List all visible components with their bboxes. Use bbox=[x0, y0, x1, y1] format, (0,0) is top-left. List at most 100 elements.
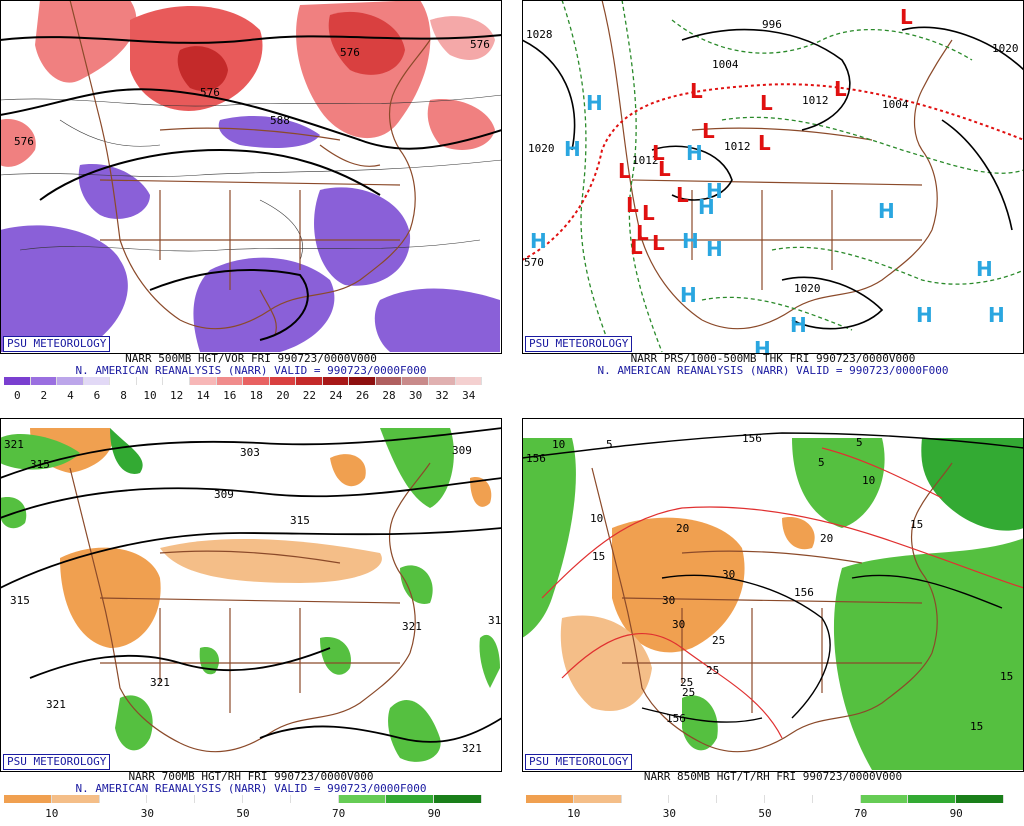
colorbar-labels: 10 30 50 70 90 bbox=[526, 807, 1004, 820]
p2-contour-label: 1004 bbox=[882, 98, 909, 111]
colorbar-label: 4 bbox=[67, 389, 74, 402]
high-symbol: H bbox=[586, 91, 603, 115]
panel-700mb-hgt-rh: 321 315 303 309 315 309 315 321 321 321 … bbox=[0, 418, 502, 826]
p3-contour-label: 303 bbox=[240, 446, 260, 459]
colorbar-label: 6 bbox=[93, 389, 101, 402]
high-pressure-symbols: H H H H H H H H H H H H H H H bbox=[530, 91, 1005, 354]
p4-contour-label: 10 bbox=[590, 512, 603, 525]
p3-contour-label: 309 bbox=[452, 444, 472, 457]
p4-contour-label: 156 bbox=[794, 586, 814, 599]
low-symbol: L bbox=[630, 235, 643, 259]
colorbar-swatch bbox=[83, 377, 111, 385]
colorbar-swatch bbox=[526, 795, 574, 803]
p2-contour-label: 1012 bbox=[802, 94, 829, 107]
pressure-isobars bbox=[522, 26, 1024, 330]
colorbar-swatch bbox=[621, 795, 670, 803]
colorbar-swatch bbox=[812, 795, 861, 803]
p4-contour-label: 156 bbox=[666, 712, 686, 725]
colorbar-label: 28 bbox=[382, 389, 396, 402]
colorbar-swatch bbox=[908, 795, 957, 803]
map-700mb: 321 315 303 309 315 309 315 321 321 321 … bbox=[0, 418, 502, 772]
map-title: NARR 850MB HGT/T/RH FRI 990723/0000V000 bbox=[643, 770, 903, 783]
low-symbol: L bbox=[642, 201, 655, 225]
high-symbol: H bbox=[680, 283, 697, 307]
p1-contour-labels: 576 576 576 576 588 bbox=[14, 38, 490, 148]
colorbar-swatch bbox=[290, 795, 339, 803]
colorbar bbox=[4, 377, 483, 385]
height-contours bbox=[522, 432, 1024, 723]
colorbar-labels: 10 30 50 70 90 bbox=[4, 807, 482, 820]
low-pressure-symbols: L L L L L L L L L L L L L L L bbox=[618, 5, 913, 259]
low-symbol: L bbox=[900, 5, 913, 29]
p4-contour-label: 5 bbox=[818, 456, 825, 469]
psu-badge: PSU METEOROLOGY bbox=[525, 754, 633, 770]
p3-contour-label: 321 bbox=[46, 698, 66, 711]
map-title: NARR PRS/1000-500MB THK FRI 990723/0000V… bbox=[630, 352, 916, 365]
p3-contour-label: 309 bbox=[214, 488, 234, 501]
p4-contour-label: 5 bbox=[856, 436, 863, 449]
p4-contour-labels: 156 156 156 156 10 10 10 20 20 15 15 15 … bbox=[526, 432, 1013, 733]
low-symbol: L bbox=[618, 159, 631, 183]
p3-contour-label: 315 bbox=[30, 458, 50, 471]
colorbar-label: 24 bbox=[329, 389, 343, 402]
p3-contour-label: 315 bbox=[10, 594, 30, 607]
colorbar-labels: 0 2 4 6 8 10 12 14 16 18 20 22 24 26 28 30 32 34 bbox=[4, 389, 482, 402]
p4-contour-label: 25 bbox=[680, 676, 693, 689]
colorbar-swatch bbox=[402, 377, 429, 385]
map-title: NARR 500MB HGT/VOR FRI 990723/0000V000 bbox=[125, 352, 377, 365]
colorbar-swatch bbox=[57, 377, 84, 385]
temperature-contours bbox=[541, 447, 1024, 739]
high-symbol: H bbox=[686, 141, 703, 165]
low-symbol: L bbox=[834, 77, 847, 101]
p4-contour-label: 25 bbox=[706, 664, 719, 677]
map-850mb: 156 156 156 156 10 10 10 20 20 15 15 15 … bbox=[522, 418, 1024, 772]
colorbar-swatch bbox=[136, 377, 164, 385]
colorbar-swatch bbox=[429, 377, 456, 385]
colorbar-swatch bbox=[296, 377, 323, 385]
high-symbol: H bbox=[976, 257, 993, 281]
colorbar-label: 8 bbox=[120, 389, 127, 402]
colorbar-label: 14 bbox=[196, 389, 210, 402]
colorbar-swatch bbox=[243, 377, 270, 385]
p2-contour-label: 570 bbox=[524, 256, 544, 269]
panel-prs-thk: 1028 996 1004 1020 1012 1012 1020 1020 1… bbox=[522, 0, 1024, 408]
colorbar-label: 20 bbox=[276, 389, 290, 402]
low-symbol: L bbox=[690, 79, 703, 103]
coastlines bbox=[601, 0, 953, 330]
height-contours bbox=[0, 34, 502, 341]
panel-500mb-hgt-vor: 576 576 576 576 588 PSU METEOROLOGY NARR… bbox=[0, 0, 502, 408]
p1-contour-label: 576 bbox=[470, 38, 490, 51]
psu-badge: PSU METEOROLOGY bbox=[3, 336, 111, 352]
p4-contour-label: 10 bbox=[552, 438, 565, 451]
colorbar-swatch bbox=[269, 377, 297, 385]
psu-badge: PSU METEOROLOGY bbox=[525, 336, 633, 352]
p2-contour-label: 1012 bbox=[724, 140, 751, 153]
colorbar-label: 18 bbox=[249, 389, 263, 402]
p1-contour-label: 588 bbox=[270, 114, 290, 127]
high-symbol: H bbox=[878, 199, 895, 223]
p1-contour-label: 576 bbox=[14, 135, 34, 148]
colorbar-label: 30 bbox=[662, 807, 677, 820]
map-title: NARR 700MB HGT/RH FRI 990723/0000V000 bbox=[128, 770, 374, 783]
p4-contour-label: 15 bbox=[592, 550, 605, 563]
colorbar-label: 10 bbox=[567, 807, 581, 820]
colorbar-swatch bbox=[338, 795, 387, 803]
low-symbol: L bbox=[702, 119, 715, 143]
map-subtitle: N. AMERICAN REANALYSIS (NARR) VALID = 99… bbox=[75, 782, 427, 795]
p4-contour-label: 15 bbox=[970, 720, 983, 733]
high-symbol: H bbox=[706, 237, 723, 261]
colorbar-swatch bbox=[956, 795, 1004, 803]
p2-contour-label: 1004 bbox=[712, 58, 739, 71]
p4-contour-label: 156 bbox=[742, 432, 762, 445]
p2-contour-label: 1020 bbox=[992, 42, 1019, 55]
colorbar-swatch bbox=[163, 377, 190, 385]
map-subtitle: N. AMERICAN REANALYSIS (NARR) VALID = 99… bbox=[75, 364, 427, 377]
high-symbol: H bbox=[530, 229, 547, 253]
p3-contour-label: 321 bbox=[150, 676, 170, 689]
colorbar-label: 30 bbox=[408, 389, 423, 402]
colorbar-swatch bbox=[322, 377, 350, 385]
p4-contour-label: 5 bbox=[606, 438, 613, 451]
p2-contour-labels: 1028 996 1004 1020 1012 1012 1020 1020 1… bbox=[524, 18, 1019, 295]
colorbar-label: 22 bbox=[302, 389, 316, 402]
p3-contour-label: 321 bbox=[402, 620, 422, 633]
